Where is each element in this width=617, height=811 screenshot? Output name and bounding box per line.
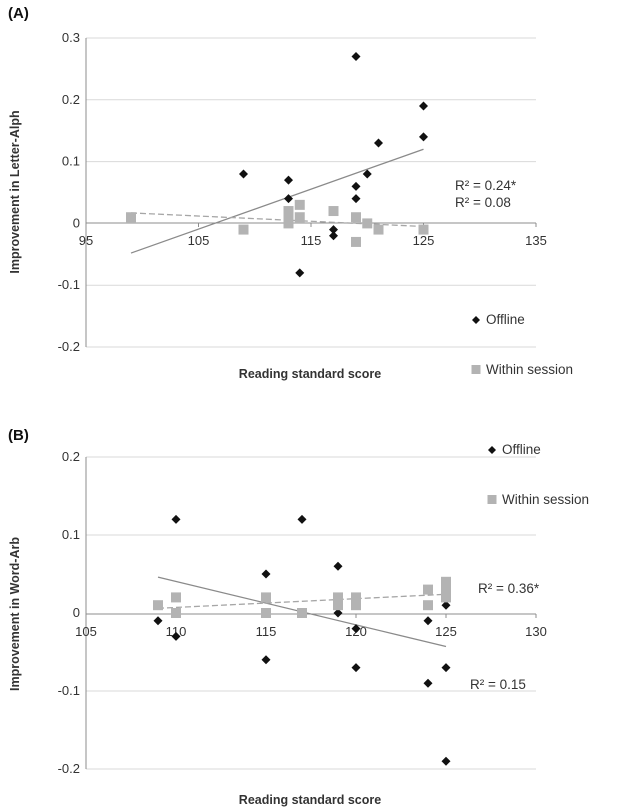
data-point-offline (329, 231, 338, 241)
data-point-offline (423, 616, 433, 626)
legend-label-offline: Offline (486, 312, 525, 327)
y-axis-title: Improvement in Word-Arb (8, 537, 22, 691)
data-point-within-session (328, 206, 339, 217)
y-tick-label: -0.1 (58, 277, 80, 292)
data-point-within-session (441, 584, 451, 595)
panel-label: (B) (8, 427, 29, 444)
data-point-within-session (126, 212, 136, 223)
y-tick-label: 0.3 (62, 30, 80, 45)
x-tick-label: 135 (525, 233, 547, 248)
data-point-offline (295, 268, 305, 278)
y-tick-label: -0.1 (58, 683, 80, 698)
data-point-within-session (153, 600, 163, 611)
y-tick-label: 0.1 (62, 154, 80, 169)
data-point-offline (374, 138, 383, 148)
data-point-within-session (373, 224, 384, 235)
x-tick-label: 115 (301, 233, 322, 248)
data-point-within-session (351, 212, 361, 223)
data-point-offline (153, 616, 163, 626)
data-point-within-session (238, 224, 249, 235)
data-point-within-session (362, 218, 373, 229)
data-point-offline (333, 561, 343, 571)
x-tick-label: 125 (413, 233, 435, 248)
data-point-within-session (171, 608, 181, 618)
data-point-within-session (333, 600, 343, 611)
data-point-offline (239, 169, 248, 179)
legend-marker-within-session (471, 365, 481, 374)
panel-label: (A) (8, 5, 29, 22)
y-tick-label: 0 (73, 215, 80, 230)
y-tick-label: 0.2 (62, 92, 80, 107)
legend-marker-offline (488, 446, 496, 454)
data-point-within-session (294, 199, 305, 210)
r-squared-label: R² = 0.08 (455, 195, 511, 210)
data-point-offline (441, 600, 451, 610)
legend-marker-offline (472, 316, 480, 324)
data-point-offline (441, 663, 451, 673)
y-tick-label: 0.2 (62, 449, 80, 464)
x-tick-label: 105 (188, 233, 210, 248)
x-axis-title: Reading standard score (239, 793, 381, 807)
x-tick-label: 105 (75, 624, 97, 639)
r-squared-label: R² = 0.36* (478, 581, 540, 596)
data-point-offline (362, 169, 372, 179)
data-point-offline (261, 655, 271, 665)
x-tick-label: 130 (525, 624, 547, 639)
data-point-within-session (297, 608, 307, 618)
data-point-within-session (283, 212, 294, 223)
y-tick-label: -0.2 (58, 761, 80, 776)
data-point-within-session (294, 212, 305, 223)
data-point-offline (284, 175, 293, 185)
y-tick-label: -0.2 (58, 339, 80, 354)
y-tick-label: 0.1 (62, 527, 80, 542)
x-tick-label: 110 (166, 624, 187, 639)
data-point-within-session (283, 218, 294, 229)
x-tick-label: 115 (256, 624, 277, 639)
data-point-offline (419, 101, 428, 111)
legend-label-offline: Offline (502, 442, 541, 457)
data-point-offline (419, 132, 428, 142)
data-point-offline (441, 756, 451, 766)
trendline-offline (130, 148, 424, 254)
data-point-within-session (441, 592, 451, 603)
trendline-within-session (130, 212, 424, 228)
data-point-within-session (423, 584, 433, 595)
y-axis-title: Improvement in Letter-Alph (8, 110, 22, 273)
legend-label-within-session: Within session (502, 492, 589, 507)
data-point-offline (351, 663, 361, 673)
data-point-within-session (261, 608, 271, 618)
data-point-offline (351, 624, 361, 634)
data-point-offline (351, 194, 361, 204)
data-point-offline (171, 514, 181, 524)
data-point-within-session (283, 206, 294, 217)
trendline-within-session (157, 593, 447, 609)
legend-marker-within-session (487, 495, 497, 504)
data-point-offline (329, 225, 338, 235)
data-point-offline (423, 678, 433, 688)
data-point-offline (351, 52, 361, 62)
data-point-offline (351, 181, 361, 191)
data-point-within-session (351, 600, 361, 611)
data-point-within-session (261, 592, 271, 603)
data-point-offline (333, 608, 343, 618)
data-point-offline (284, 194, 293, 204)
r-squared-label: R² = 0.24* (455, 178, 517, 193)
data-point-within-session (171, 592, 181, 603)
x-tick-label: 125 (435, 624, 457, 639)
data-point-within-session (423, 600, 433, 611)
r-squared-label: R² = 0.15 (470, 677, 526, 692)
x-axis-title: Reading standard score (239, 367, 381, 381)
y-tick-label: 0 (73, 605, 80, 620)
x-tick-label: 95 (79, 233, 93, 248)
data-point-within-session (351, 592, 361, 603)
data-point-offline (171, 631, 181, 641)
data-point-offline (261, 569, 271, 579)
data-point-within-session (418, 224, 429, 235)
data-point-offline (297, 514, 307, 524)
data-point-within-session (351, 236, 361, 247)
legend-label-within-session: Within session (486, 362, 573, 377)
